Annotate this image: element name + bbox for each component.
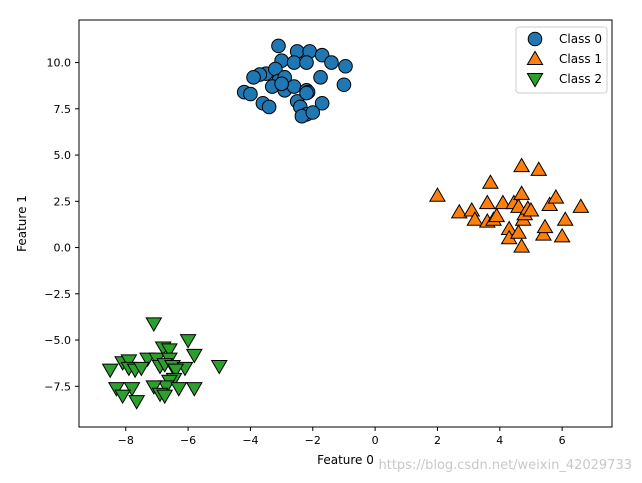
data-point xyxy=(185,382,203,397)
data-point xyxy=(536,218,554,234)
y-tick-label: 10.0 xyxy=(47,57,72,70)
data-point xyxy=(243,86,258,102)
x-tick-label: 4 xyxy=(496,434,503,447)
data-point xyxy=(179,334,197,349)
axes-frame xyxy=(78,19,613,428)
legend-marker xyxy=(527,31,543,47)
data-point xyxy=(305,105,321,120)
y-tick-label: 5.0 xyxy=(54,149,72,162)
y-tick-label: 2.5 xyxy=(54,195,72,208)
data-point xyxy=(299,85,314,101)
data-point xyxy=(156,389,174,405)
x-tick-label: 6 xyxy=(559,434,566,447)
legend: Class 0 Class 1 Class 2 xyxy=(515,26,608,94)
data-point xyxy=(210,359,228,375)
data-point xyxy=(336,77,352,93)
data-point xyxy=(547,189,565,204)
data-point xyxy=(466,211,484,226)
data-point xyxy=(114,389,132,405)
data-point xyxy=(185,348,203,364)
data-point xyxy=(324,55,339,70)
y-tick-label: −7.5 xyxy=(44,380,71,393)
data-point xyxy=(522,201,540,217)
data-point xyxy=(286,79,302,94)
data-point xyxy=(481,174,499,189)
data-point xyxy=(261,99,277,115)
data-point xyxy=(170,382,188,397)
y-axis-label: Feature 1 xyxy=(15,195,29,252)
data-point xyxy=(271,38,286,54)
data-point xyxy=(120,354,138,369)
x-tick-label: −4 xyxy=(242,434,258,447)
data-point xyxy=(513,185,531,200)
legend-marker xyxy=(526,50,544,65)
data-point xyxy=(553,227,571,243)
series-0-points xyxy=(236,38,353,124)
data-point xyxy=(534,226,552,241)
data-point xyxy=(299,55,314,70)
data-point xyxy=(167,363,185,379)
legend-label: Class 1 xyxy=(559,52,602,66)
series-2-points xyxy=(101,317,228,410)
data-point xyxy=(101,363,119,379)
y-tick-label: −2.5 xyxy=(44,288,71,301)
data-point xyxy=(572,198,590,213)
data-point xyxy=(478,194,496,210)
data-point xyxy=(428,187,446,202)
data-point xyxy=(286,55,302,70)
data-points xyxy=(101,38,590,410)
x-tick-label: 2 xyxy=(434,434,441,447)
data-point xyxy=(128,395,146,410)
x-tick-label: −8 xyxy=(118,434,134,447)
data-point xyxy=(145,380,163,395)
series-1-points xyxy=(428,157,590,253)
data-point xyxy=(132,361,150,377)
axis-ticks: −8 −6 −4 −2 0 2 4 6 −7.5 −5.0 −2.5 0.0 2.5 5.0 7.5 10.0 xyxy=(44,57,565,447)
data-point xyxy=(157,380,175,395)
data-point xyxy=(510,224,527,239)
data-point xyxy=(145,317,163,332)
legend-label: Class 2 xyxy=(559,72,602,86)
y-tick-label: −5.0 xyxy=(44,334,71,347)
watermark-text: https://blog.csdn.net/weixin_42029733 xyxy=(378,458,632,473)
x-tick-label: −2 xyxy=(305,434,321,447)
y-tick-label: 0.0 xyxy=(54,242,72,255)
data-point xyxy=(338,58,353,74)
data-point xyxy=(274,76,289,92)
x-tick-label: −6 xyxy=(180,434,196,447)
data-point xyxy=(541,196,559,211)
legend-marker xyxy=(526,73,544,88)
data-point xyxy=(513,238,531,253)
x-tick-label: 0 xyxy=(372,434,379,447)
data-point xyxy=(513,157,531,173)
data-point xyxy=(494,194,512,210)
data-point xyxy=(510,198,527,213)
legend-label: Class 0 xyxy=(559,32,602,46)
x-axis-label: Feature 0 xyxy=(317,453,374,467)
data-point xyxy=(123,382,141,397)
data-point xyxy=(160,343,178,358)
data-point xyxy=(488,207,506,223)
data-point xyxy=(556,211,574,226)
data-point xyxy=(530,161,548,176)
data-point xyxy=(314,95,330,111)
data-point xyxy=(313,70,328,85)
y-tick-label: 7.5 xyxy=(54,103,72,116)
data-point xyxy=(450,203,468,219)
data-point xyxy=(107,382,125,397)
data-point xyxy=(246,70,261,85)
